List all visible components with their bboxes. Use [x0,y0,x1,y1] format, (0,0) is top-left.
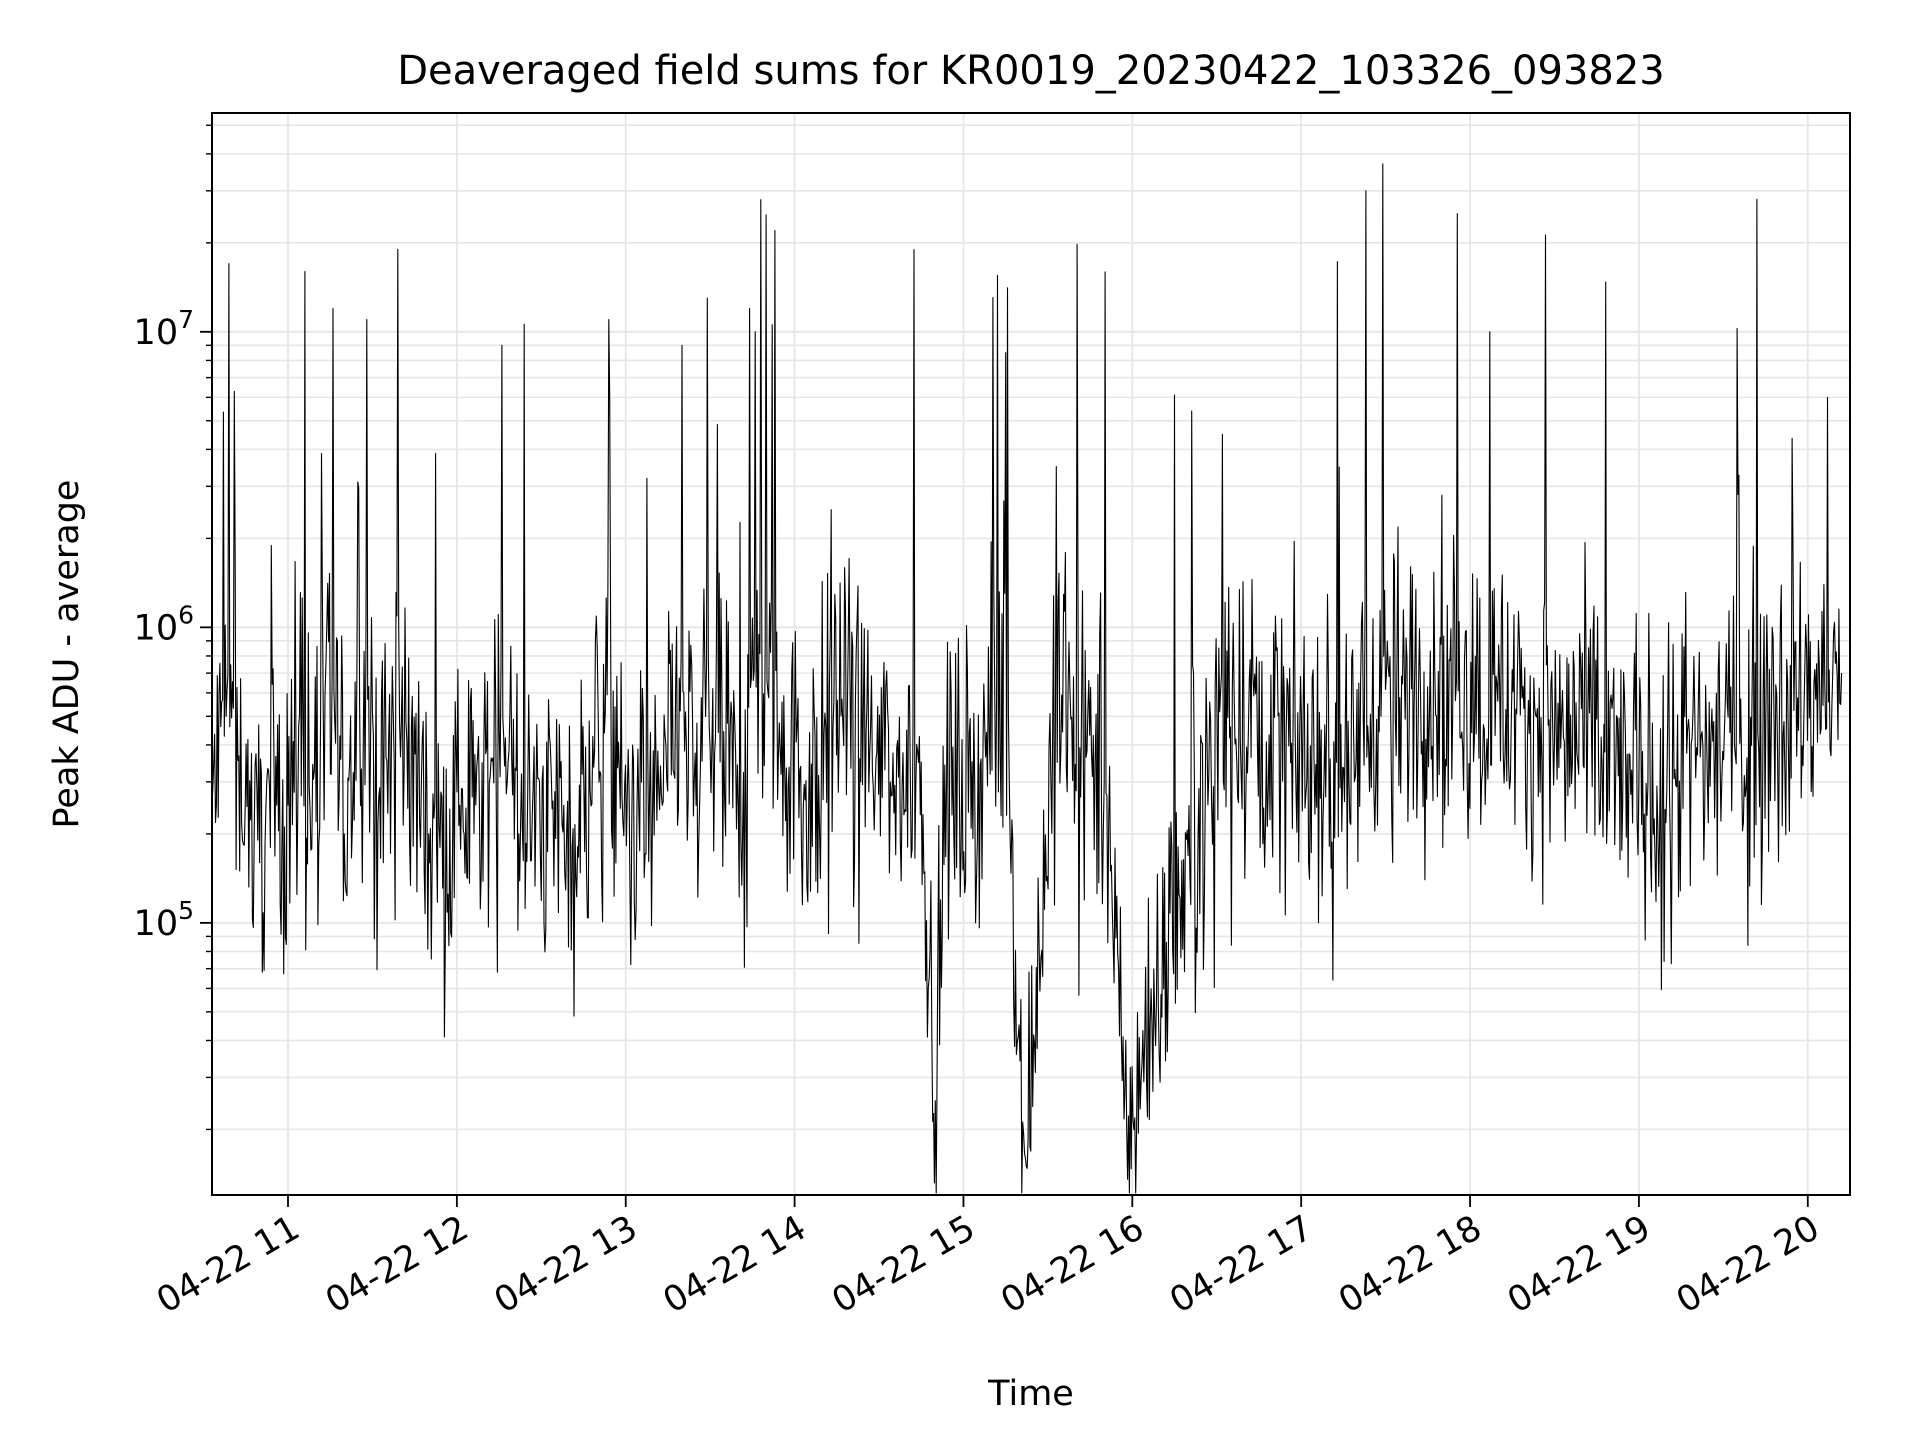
plot-area [211,163,1843,1194]
y-tick-label-base: 10 [134,608,179,648]
axes-frame [211,112,1851,1196]
y-tick-label-exponent: 7 [178,305,194,334]
y-tick-label: 105 [134,896,194,944]
y-tick-label-base: 10 [134,313,179,353]
major-gridlines [212,113,1850,1195]
y-tick-label-exponent: 6 [178,600,194,629]
series-line [211,163,1843,1194]
chart-title: Deaveraged field sums for KR0019_2023042… [397,48,1665,94]
y-axis-label: Peak ADU - average [47,480,87,829]
y-tick-label-exponent: 5 [178,896,194,925]
y-tick-label: 106 [134,600,194,648]
y-tick-label-base: 10 [134,904,179,944]
x-axis-label: Time [987,1374,1074,1414]
y-tick-label: 107 [134,305,194,353]
